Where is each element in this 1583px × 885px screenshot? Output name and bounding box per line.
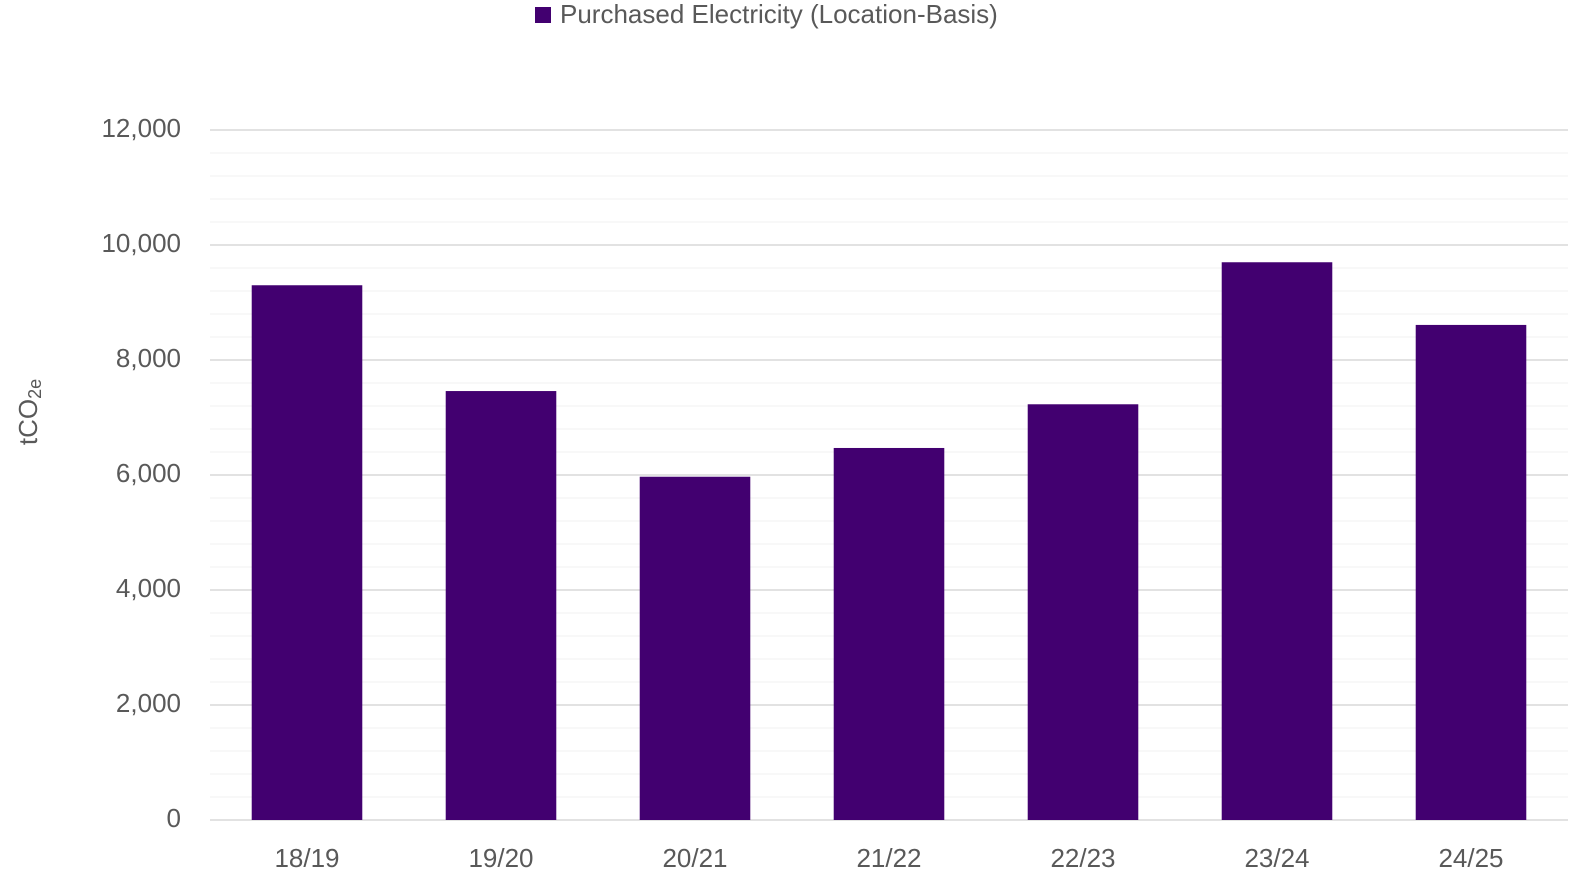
y-tick-label: 10,000 xyxy=(101,228,181,258)
y-tick-label: 0 xyxy=(167,803,181,833)
y-label-sub: 2e xyxy=(25,379,45,399)
bar xyxy=(833,447,945,820)
x-tick-label: 24/25 xyxy=(1438,843,1503,873)
x-tick-label: 23/24 xyxy=(1244,843,1309,873)
x-tick-label: 18/19 xyxy=(274,843,339,873)
x-tick-label: 19/20 xyxy=(468,843,533,873)
bar xyxy=(1415,324,1527,820)
x-tick-label: 20/21 xyxy=(662,843,727,873)
legend-label: Purchased Electricity (Location-Basis) xyxy=(560,0,998,29)
y-label-main: tCO xyxy=(13,399,43,445)
y-tick-label: 8,000 xyxy=(116,343,181,373)
bar xyxy=(639,476,751,820)
y-tick-label: 12,000 xyxy=(101,113,181,143)
bar xyxy=(251,285,363,820)
y-tick-label: 6,000 xyxy=(116,458,181,488)
x-tick-label: 22/23 xyxy=(1050,843,1115,873)
legend-swatch xyxy=(535,7,551,23)
y-tick-label: 2,000 xyxy=(116,688,181,718)
bar xyxy=(1221,262,1333,820)
y-tick-label: 4,000 xyxy=(116,573,181,603)
bar xyxy=(445,391,557,820)
x-tick-label: 21/22 xyxy=(856,843,921,873)
bar xyxy=(1027,404,1139,820)
y-axis-label: tCO2e xyxy=(13,379,45,445)
